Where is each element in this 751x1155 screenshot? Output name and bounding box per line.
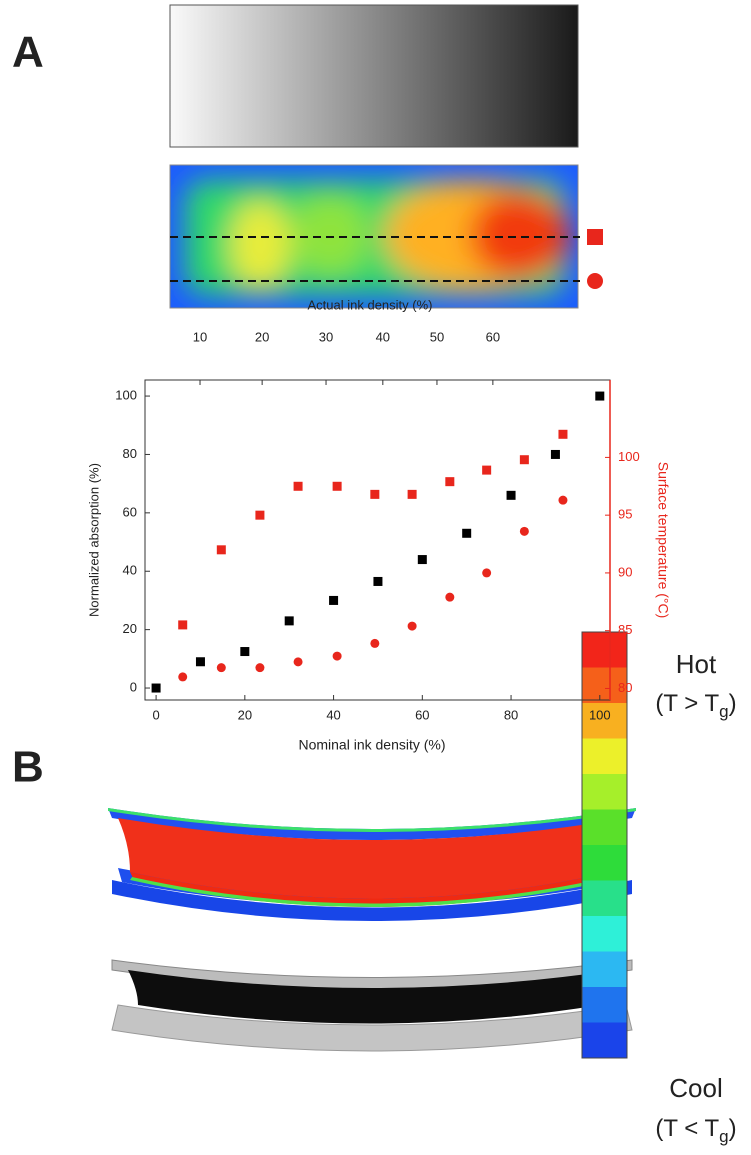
x-tick-label: 0 [152, 707, 159, 722]
panel-label: B [12, 743, 44, 792]
y-axis-label: Normalized absorption (%) [86, 463, 101, 617]
point [284, 616, 294, 626]
subscript: g [719, 1127, 728, 1146]
point [370, 638, 380, 648]
y2-tick-label: 80 [618, 680, 632, 695]
cool-condition: (T < Tg) [655, 1115, 736, 1146]
y2-tick-label: 85 [618, 622, 632, 637]
colorbar [581, 631, 628, 1059]
point [445, 477, 455, 487]
x-tick-label: 80 [504, 707, 518, 722]
point [255, 663, 265, 673]
hot-condition: (T > Tg) [655, 690, 736, 721]
y2-tick-label: 95 [618, 507, 632, 522]
hot-beam [108, 808, 636, 921]
hot-condition-text: ) [729, 690, 737, 717]
x2-tick-label: 20 [255, 329, 269, 344]
point [216, 545, 226, 555]
point [482, 465, 492, 475]
point [240, 647, 250, 657]
point [255, 510, 265, 520]
point [445, 592, 455, 602]
x-tick-label: 40 [326, 707, 340, 722]
point [558, 429, 568, 439]
point [595, 391, 605, 401]
point [178, 672, 188, 682]
x2-axis-label: Actual ink density (%) [308, 297, 433, 312]
point [519, 455, 529, 465]
cool-beam [111, 959, 633, 1052]
y-tick-label: 60 [123, 504, 137, 519]
point [178, 620, 188, 630]
x-tick-label: 20 [238, 707, 252, 722]
point [293, 657, 303, 667]
ink-gradient [169, 4, 579, 148]
y-tick-label: 100 [115, 387, 137, 402]
point [558, 495, 568, 505]
point [373, 576, 383, 586]
x2-tick-label: 40 [376, 329, 390, 344]
point [519, 526, 529, 536]
point [151, 683, 161, 693]
x2-tick-label: 50 [430, 329, 444, 344]
x2-tick-label: 10 [193, 329, 207, 344]
point [407, 621, 417, 631]
hot-label: Hot [676, 649, 717, 679]
point [195, 657, 205, 667]
panel-label: A [12, 28, 44, 77]
point [462, 528, 472, 538]
y-tick-label: 40 [123, 563, 137, 578]
point [216, 663, 226, 673]
square-marker [587, 229, 603, 245]
point [332, 651, 342, 661]
y-tick-label: 80 [123, 446, 137, 461]
x2-tick-label: 60 [486, 329, 500, 344]
point [506, 490, 516, 500]
y2-axis-label: Surface temperature (°C) [655, 462, 671, 619]
point [417, 555, 427, 565]
y-tick-label: 0 [130, 679, 137, 694]
x-tick-label: 100 [589, 707, 611, 722]
cool-label: Cool [669, 1073, 722, 1103]
point [329, 595, 339, 605]
y-tick-label: 20 [123, 621, 137, 636]
point [482, 568, 492, 578]
plot-frame [144, 379, 611, 701]
y2-tick-label: 90 [618, 564, 632, 579]
x2-tick-label: 30 [319, 329, 333, 344]
point [550, 449, 560, 459]
x-tick-label: 60 [415, 707, 429, 722]
y2-tick-label: 100 [618, 449, 640, 464]
circle-marker [587, 273, 603, 289]
hot-condition-text: (T > T [655, 690, 719, 717]
cool-condition-text: ) [729, 1115, 737, 1142]
subscript: g [719, 702, 728, 721]
point [407, 489, 417, 499]
point [370, 489, 380, 499]
point [332, 481, 342, 491]
point [293, 481, 303, 491]
x-axis-label: Nominal ink density (%) [298, 737, 445, 753]
cool-condition-text: (T < T [655, 1115, 719, 1142]
